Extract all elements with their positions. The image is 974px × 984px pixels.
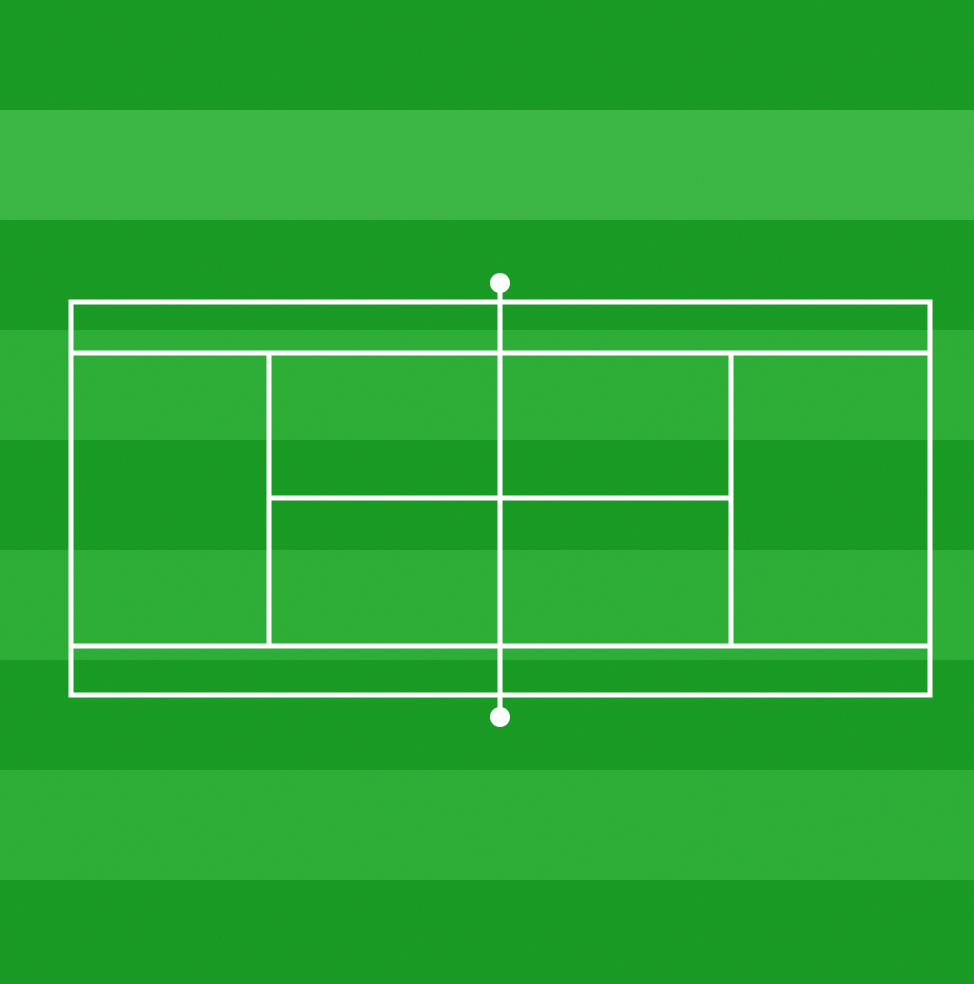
net-post-bottom-icon [490, 707, 510, 727]
net-post-top-icon [490, 273, 510, 293]
